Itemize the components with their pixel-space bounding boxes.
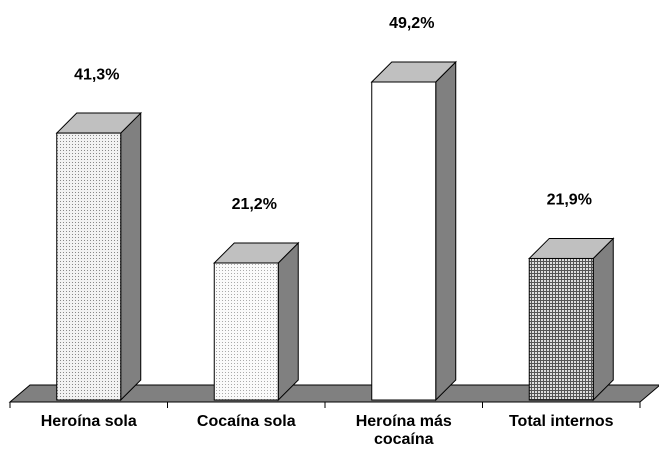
bar bbox=[56, 132, 122, 401]
bar-side bbox=[435, 60, 457, 402]
value-label: 41,3% bbox=[74, 66, 119, 83]
x-tick-label: Total internos bbox=[509, 413, 614, 430]
bar-side bbox=[592, 237, 614, 402]
x-tick-label: Cocaína sola bbox=[197, 413, 296, 430]
bar-side bbox=[277, 241, 299, 402]
bar-side bbox=[120, 111, 142, 402]
bar bbox=[528, 257, 594, 401]
bar bbox=[371, 81, 437, 401]
value-label: 21,2% bbox=[232, 196, 277, 213]
bars bbox=[55, 60, 615, 402]
x-tick-label: Heroína más cocaína bbox=[356, 413, 452, 448]
value-label: 21,9% bbox=[547, 192, 592, 209]
x-tick-label: Heroína sola bbox=[41, 413, 137, 430]
bar bbox=[213, 262, 279, 401]
value-label: 49,2% bbox=[389, 15, 434, 32]
